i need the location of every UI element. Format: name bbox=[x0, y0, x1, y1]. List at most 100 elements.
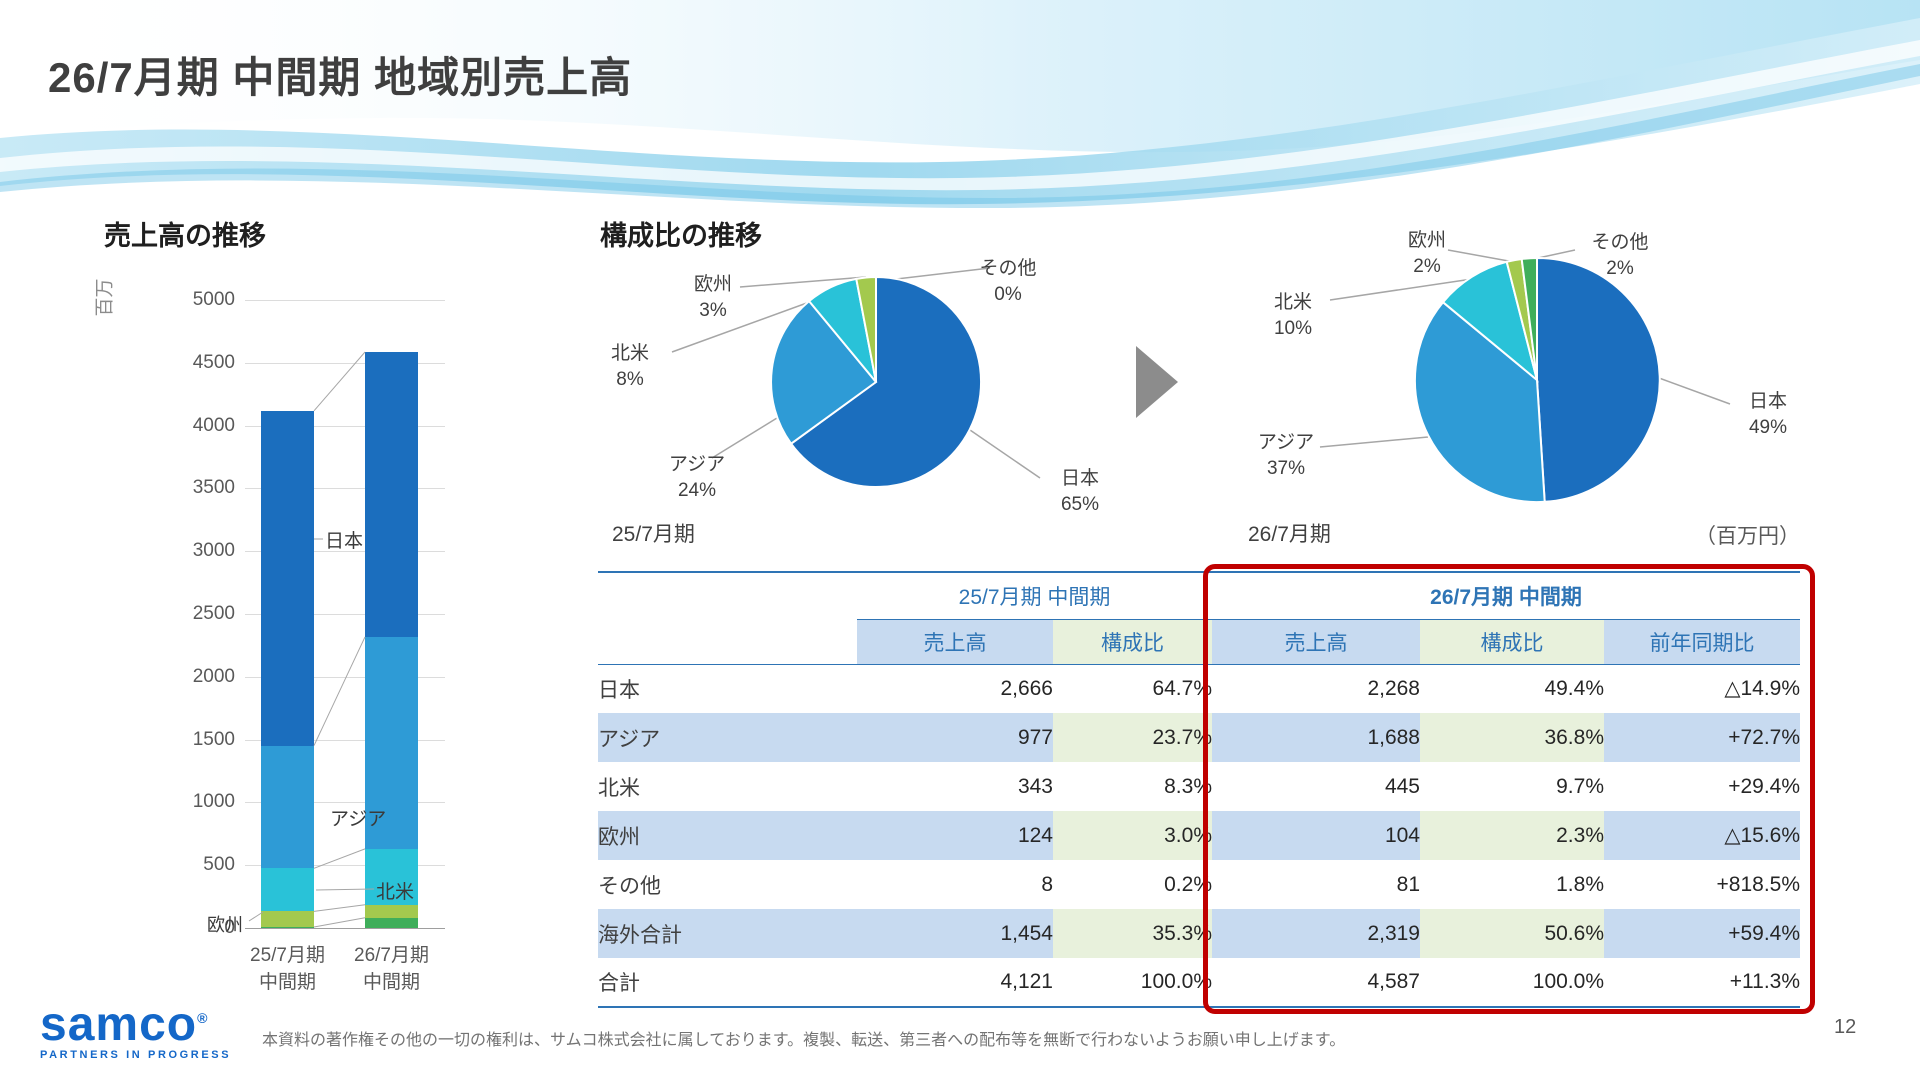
pie2-label-asia: アジア 37% bbox=[1231, 430, 1341, 482]
leader-p1-asia bbox=[711, 417, 778, 459]
row-label: 日本 bbox=[598, 678, 640, 702]
table-row: 日本 2,666 64.7% 2,268 49.4% △14.9% bbox=[598, 664, 1800, 713]
table-cell: 2,268 bbox=[1367, 676, 1420, 700]
table-cell: 124 bbox=[857, 811, 1053, 860]
table-cell: △14.9% bbox=[1724, 677, 1801, 701]
bar-chart-gridline bbox=[245, 614, 445, 615]
table-corner-cell bbox=[598, 572, 857, 619]
leader-p1-japan bbox=[969, 429, 1041, 479]
pie2-caption: 26/7月期 bbox=[1248, 523, 1331, 546]
pie-slice-asia bbox=[770, 299, 878, 446]
y-axis-tick-label: 2000 bbox=[192, 665, 235, 687]
table-cell: 35.3% bbox=[1053, 909, 1212, 958]
table-header-row: 売上高 構成比 売上高 構成比 前年同期比 bbox=[598, 619, 1801, 665]
bar-segment-namerica-1 bbox=[365, 848, 418, 905]
header-wave-decoration bbox=[0, 0, 1920, 209]
page-number: 12 bbox=[1834, 1016, 1857, 1038]
pie-slice-europe bbox=[855, 275, 877, 383]
bar-segment-japan-0 bbox=[261, 410, 314, 746]
pie1-label-other: その他 0% bbox=[953, 256, 1063, 308]
leader-p2-asia bbox=[1319, 436, 1429, 448]
bar-label-asia: アジア bbox=[330, 809, 387, 830]
y-axis-tick-label: 500 bbox=[203, 854, 235, 876]
row-label: 欧州 bbox=[598, 811, 857, 860]
pie1-label-namerica: 北米 8% bbox=[575, 341, 685, 393]
pie1-label-japan-name: 日本 bbox=[1060, 468, 1099, 489]
table-cell: 23.7% bbox=[1053, 713, 1212, 762]
table-cell: 2.3% bbox=[1420, 811, 1604, 860]
pie-chart-26 bbox=[1413, 256, 1661, 504]
y-axis-tick-label: 0 bbox=[224, 917, 235, 938]
row-label: その他 bbox=[598, 874, 661, 898]
leader-p1-namerica bbox=[671, 295, 827, 353]
table-cell: 2,666 bbox=[1000, 676, 1053, 700]
table-cell: +29.4% bbox=[1728, 774, 1801, 798]
pie-slice-asia bbox=[1413, 300, 1546, 504]
pie1-label-asia-pct: 24% bbox=[677, 480, 717, 501]
pie1-label-other-pct: 0% bbox=[994, 284, 1022, 305]
table-row: 海外合計 1,454 35.3% 2,319 50.6% +59.4% bbox=[598, 909, 1801, 958]
samco-logo: samco® PARTNERS IN PROGRESS bbox=[40, 996, 231, 1062]
pie1-label-asia: アジア 24% bbox=[642, 452, 752, 504]
pie1-label-europe-name: 欧州 bbox=[693, 274, 732, 295]
pie2-label-asia-name: アジア bbox=[1257, 432, 1315, 453]
column-header: 前年同期比 bbox=[1604, 619, 1801, 665]
pie1-label-asia-name: アジア bbox=[668, 454, 726, 475]
y-axis-tick-label: 3000 bbox=[192, 540, 235, 562]
table-cell: 977 bbox=[857, 713, 1053, 762]
pie2-label-japan-name: 日本 bbox=[1748, 391, 1787, 412]
bar-segment-other-0 bbox=[261, 926, 314, 928]
pie-slice-other bbox=[1520, 256, 1538, 381]
x-axis-category-label: 26/7月期 中間期 bbox=[354, 945, 429, 993]
column-header: 構成比 bbox=[1420, 619, 1604, 665]
column-header bbox=[598, 619, 857, 665]
pie-section-title: 構成比の推移 bbox=[600, 221, 762, 251]
pie2-label-namerica: 北米 10% bbox=[1238, 290, 1348, 342]
pie2-label-europe-name: 欧州 bbox=[1407, 230, 1446, 251]
col-group-prev-period: 25/7月期 中間期 bbox=[857, 572, 1212, 620]
pie-charts bbox=[671, 249, 1731, 504]
sales-bar-chart: 0 500 1000 1500 2000 2500 3000 3500 4000 4500 5000… bbox=[145, 289, 485, 1020]
bar-label-japan: 日本 bbox=[325, 531, 364, 552]
pie2-label-japan: 日本 49% bbox=[1713, 389, 1823, 441]
column-header: 売上高 bbox=[1212, 619, 1420, 665]
table-row: 欧州 124 3.0% 104 2.3% △15.6% bbox=[598, 811, 1801, 860]
table-row: 合計 4,121 100.0% 4,587 100.0% +11.3% bbox=[598, 958, 1800, 1007]
bar-segment-asia-0 bbox=[261, 745, 314, 869]
x-axis-category-label: 25/7月期 中間期 bbox=[250, 945, 325, 993]
pie1-label-europe: 欧州 3% bbox=[658, 272, 768, 324]
table-cell: 1,454 bbox=[857, 909, 1053, 958]
pie2-label-japan-pct: 49% bbox=[1748, 417, 1788, 438]
pie1-label-japan-pct: 65% bbox=[1060, 494, 1100, 515]
bar-segment-asia-1 bbox=[365, 636, 418, 849]
bar-chart-gridline bbox=[245, 802, 445, 804]
col-group-current-period: 26/7月期 中間期 bbox=[1212, 572, 1801, 620]
table-cell: +11.3% bbox=[1729, 970, 1801, 993]
column-header: 売上高 bbox=[857, 619, 1053, 665]
table-cell: 9.7% bbox=[1556, 774, 1604, 798]
logo-text: samco bbox=[40, 998, 198, 1051]
table-row: アジア 977 23.7% 1,688 36.8% +72.7% bbox=[598, 713, 1801, 762]
wave-gloss bbox=[0, 40, 1920, 191]
bar-chart-gridline bbox=[245, 488, 445, 490]
table-cell: 8 bbox=[1041, 872, 1053, 896]
pie-slice-japan bbox=[1536, 256, 1661, 503]
y-axis-tick-label: 2500 bbox=[192, 603, 235, 624]
table-cell: 50.6% bbox=[1420, 909, 1604, 958]
logo-registered-mark: ® bbox=[197, 1010, 209, 1026]
bar-segment-namerica-0 bbox=[261, 868, 314, 912]
pie1-label-other-name: その他 bbox=[979, 258, 1037, 279]
table-cell: 445 bbox=[1384, 774, 1420, 798]
pie2-label-namerica-name: 北米 bbox=[1273, 292, 1312, 313]
y-axis-tick-label: 4500 bbox=[192, 351, 235, 373]
pie2-label-europe: 欧州 2% bbox=[1372, 228, 1482, 280]
table-cell: 1.8% bbox=[1556, 872, 1604, 896]
pie-slice-japan bbox=[789, 275, 983, 488]
pie1-caption: 25/7月期 bbox=[612, 523, 695, 546]
logo-word: samco® bbox=[40, 996, 231, 1049]
y-axis-tick-label: 1000 bbox=[192, 791, 235, 813]
table-cell: 36.8% bbox=[1420, 713, 1604, 762]
pie2-label-other-pct: 2% bbox=[1606, 258, 1634, 279]
page-title: 26/7月期 中間期 地域別売上高 bbox=[48, 54, 633, 101]
bar-segment-japan-1 bbox=[365, 351, 418, 637]
